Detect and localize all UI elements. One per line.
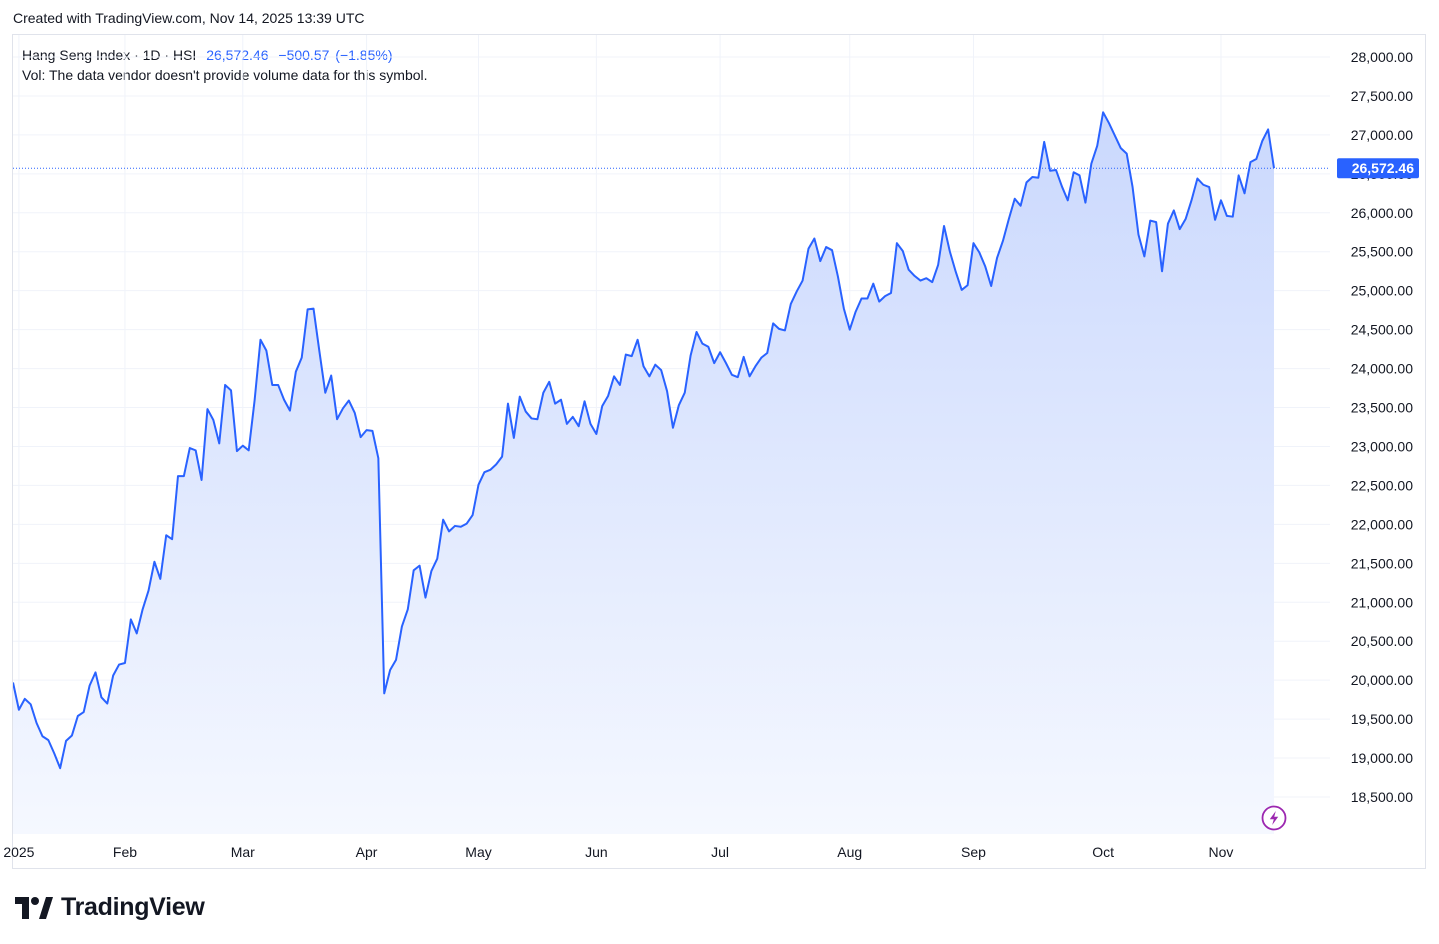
x-tick-label: Feb [113, 844, 137, 860]
last-price-badge [1337, 158, 1419, 179]
y-tick-label: 22,000.00 [1351, 516, 1413, 532]
x-tick-label: Jun [585, 844, 608, 860]
x-tick-label: Jul [711, 844, 729, 860]
y-tick-label: 19,500.00 [1351, 711, 1413, 727]
x-tick-label: 2025 [3, 844, 34, 860]
y-tick-label: 23,500.00 [1351, 400, 1413, 416]
lightning-icon[interactable] [1261, 805, 1287, 831]
y-tick-label: 24,500.00 [1351, 322, 1413, 338]
y-tick-label: 25,000.00 [1351, 283, 1413, 299]
legend-symbol[interactable]: Hang Seng Index · 1D · HSI [22, 47, 197, 63]
x-tick-label: Oct [1092, 844, 1114, 860]
x-axis: 2025 Feb Mar Apr May Jun Jul Aug Sep Oct Nov [3, 844, 1233, 860]
x-tick-label: Nov [1209, 844, 1234, 860]
x-tick-label: May [465, 844, 491, 860]
y-tick-label: 23,000.00 [1351, 438, 1413, 454]
y-tick-label: 20,000.00 [1351, 672, 1413, 688]
y-tick-label: 28,000.00 [1351, 49, 1413, 65]
series-line[interactable] [13, 111, 1275, 770]
tradingview-brand[interactable]: TradingView [15, 893, 205, 922]
x-tick-label: Mar [231, 844, 255, 860]
y-tick-label: 27,500.00 [1351, 88, 1413, 104]
y-tick-label: 24,000.00 [1351, 361, 1413, 377]
last-price-badge-text: 26,572.46 [1352, 160, 1414, 176]
legend-change: −500.57 [278, 47, 330, 63]
x-tick-label: Sep [961, 844, 986, 860]
y-tick-label: 19,000.00 [1351, 750, 1413, 766]
y-tick-label: 25,500.00 [1351, 244, 1413, 260]
x-tick-label: Apr [356, 844, 378, 860]
y-tick-label: 27,000.00 [1351, 127, 1413, 143]
legend-row-symbol: Hang Seng Index · 1D · HSI 26,572.46 −50… [22, 45, 428, 65]
legend-last-price: 26,572.46 [206, 47, 269, 63]
legend-volume-note: Vol: The data vendor doesn't provide vol… [22, 67, 428, 83]
legend-change-pct: (−1.85%) [335, 47, 393, 63]
plot-area [13, 111, 1330, 834]
y-tick-label: 21,500.00 [1351, 555, 1413, 571]
y-tick-label: 18,500.00 [1351, 789, 1413, 805]
brand-name: TradingView [61, 893, 205, 921]
x-tick-label: Aug [837, 844, 862, 860]
chart-credit-text: Created with TradingView.com, Nov 14, 20… [13, 10, 365, 26]
tradingview-logo-icon [15, 896, 53, 919]
chart-legend: Hang Seng Index · 1D · HSI 26,572.46 −50… [22, 45, 428, 85]
y-tick-label: 21,000.00 [1351, 594, 1413, 610]
y-tick-label: 20,500.00 [1351, 633, 1413, 649]
y-tick-label: 26,000.00 [1351, 205, 1413, 221]
y-tick-label: 22,500.00 [1351, 477, 1413, 493]
chart-frame [12, 34, 1426, 869]
last-price-badge-group: 26,572.46 [1337, 158, 1419, 179]
series-area [13, 112, 1274, 834]
